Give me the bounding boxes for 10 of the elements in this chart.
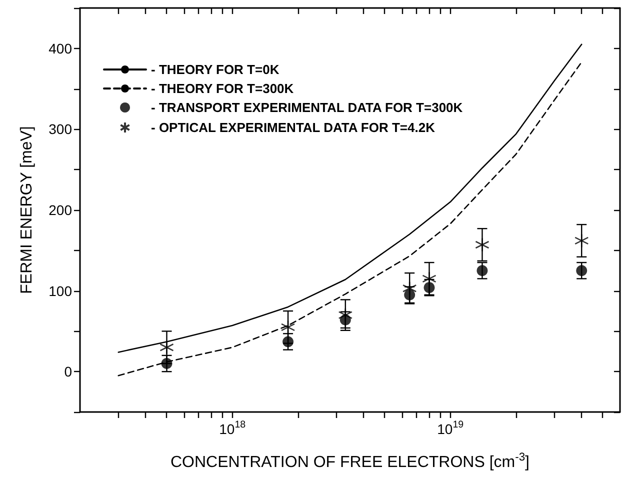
y-tick-label: 300 bbox=[48, 121, 72, 138]
y-tick-label: 200 bbox=[48, 202, 72, 218]
legend-label: - TRANSPORT EXPERIMENTAL DATA FOR T=300K bbox=[151, 100, 464, 115]
y-tick-label: 100 bbox=[48, 282, 72, 299]
y-axis-title: FERMI ENERGY [meV] bbox=[18, 126, 36, 294]
legend-label: - THEORY FOR T=300K bbox=[151, 81, 294, 96]
y-tick-label: 0 bbox=[64, 364, 72, 380]
legend-label: - OPTICAL EXPERIMENTAL DATA FOR T=4.2K bbox=[151, 120, 436, 135]
legend-label: - THEORY FOR T=0K bbox=[151, 62, 280, 77]
y-tick-label: 400 bbox=[48, 40, 72, 56]
